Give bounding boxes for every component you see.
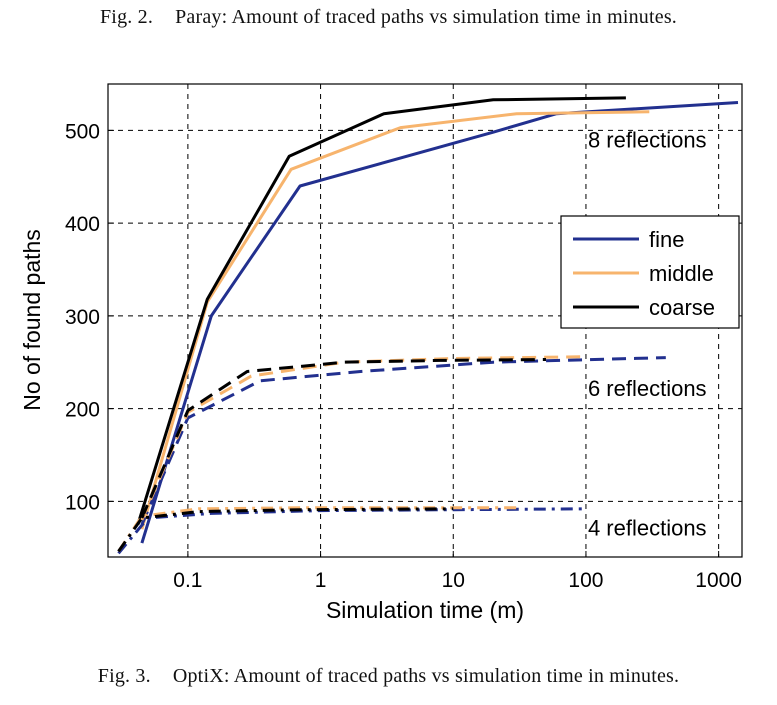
figure-number: Fig. 3.	[97, 665, 151, 687]
series-line-middle-8-reflections	[140, 110, 650, 530]
y-tick-label: 300	[65, 306, 100, 329]
figure-caption-bottom: Fig. 3. OptiX: Amount of traced paths vs …	[0, 665, 777, 688]
y-tick-label: 200	[65, 399, 100, 422]
axis-ticks: 0.1 1 10 100 1000 100 200 300 400 500	[65, 120, 742, 592]
legend: fine middle coarse	[560, 215, 740, 329]
y-tick-label: 100	[65, 491, 100, 514]
x-tick-label: 0.1	[173, 569, 202, 592]
x-axis-label: Simulation time (m)	[326, 597, 524, 623]
figure-caption-text: OptiX: Amount of traced paths vs simulat…	[172, 665, 680, 687]
annotation-label: 6 reflections	[588, 376, 707, 401]
figure-caption-text: Paray: Amount of traced paths vs simulat…	[175, 6, 678, 28]
x-tick-label: 1000	[695, 569, 742, 592]
x-tick-label: 1	[315, 569, 327, 592]
annotation-label: 4 reflections	[588, 515, 707, 540]
series-lines	[117, 96, 739, 555]
series-line-coarse-4-reflections	[117, 507, 454, 553]
series-line-fine-6-reflections	[140, 356, 666, 526]
x-tick-label: 100	[568, 569, 603, 592]
figure-number: Fig. 2.	[99, 6, 154, 28]
series-line-coarse-8-reflections	[136, 96, 626, 525]
figure-caption-top: Fig. 2. Paray: Amount of traced paths vs …	[0, 6, 777, 29]
series-line-coarse-6-reflections	[140, 358, 547, 519]
y-axis-label: No of found paths	[19, 229, 45, 411]
y-tick-label: 400	[65, 213, 100, 236]
annotation-label: 8 reflections	[588, 128, 707, 153]
legend-label-middle: middle	[649, 261, 714, 286]
y-tick-label: 500	[65, 120, 100, 143]
legend-label-coarse: coarse	[649, 295, 715, 320]
x-tick-label: 10	[442, 569, 465, 592]
legend-label-fine: fine	[649, 227, 684, 252]
annotations: 8 reflections 6 reflections 4 reflections	[588, 128, 707, 541]
grid	[108, 84, 742, 557]
